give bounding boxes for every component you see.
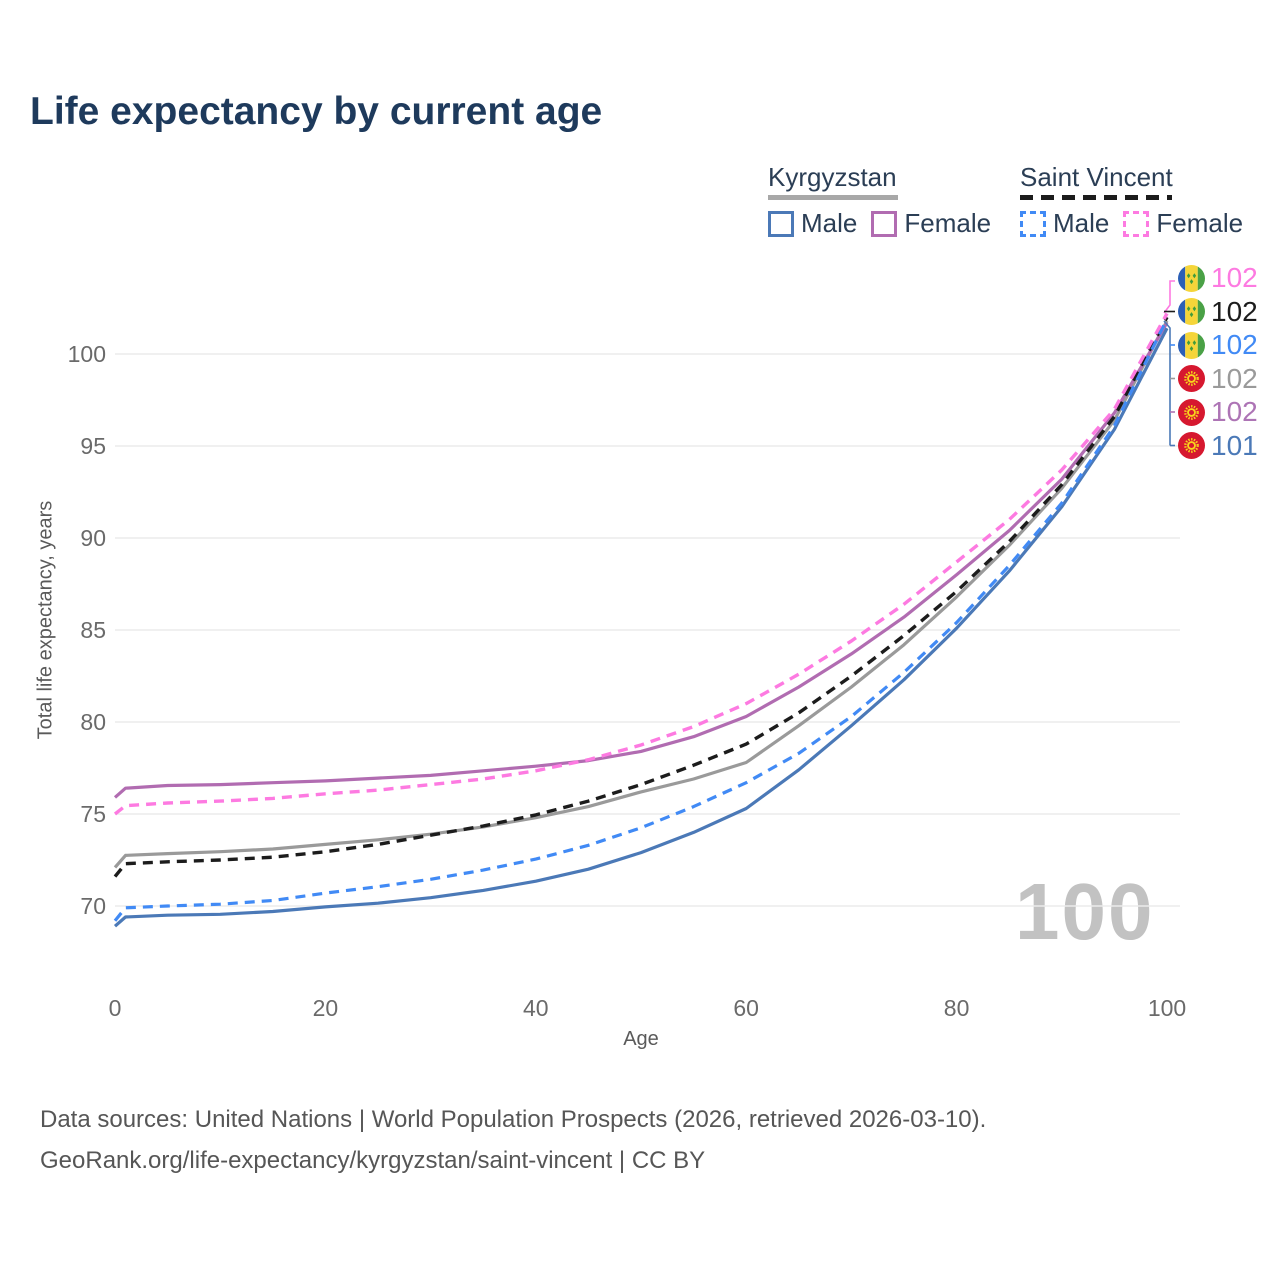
series-saint-vincent-male	[113, 318, 1169, 922]
end-label-row: 102	[1178, 262, 1258, 294]
legend-item-label: Female	[1156, 208, 1244, 238]
legend-item-label: Male	[1053, 208, 1110, 238]
series-saint-vincent-total	[113, 316, 1169, 878]
end-label-value: 102	[1211, 262, 1258, 293]
legend-item-kyrgyzstan-male[interactable]: Male	[768, 208, 857, 239]
y-tick-label: 100	[68, 341, 106, 367]
legend-group-kyrgyzstan: Kyrgyzstan Male Female	[768, 162, 991, 239]
page-title: Life expectancy by current age	[30, 90, 603, 133]
end-label-row: 102	[1178, 363, 1258, 395]
x-tick-label: 100	[1148, 995, 1186, 1021]
series-kyrgyzstan-total	[113, 320, 1169, 869]
series-kyrgyzstan-male	[113, 327, 1169, 928]
legend-underline-solid	[768, 195, 898, 200]
saint-vincent-flag-icon	[1178, 264, 1205, 292]
age-watermark: 100	[1015, 867, 1155, 956]
y-tick-label: 95	[80, 433, 106, 459]
y-tick-label: 70	[80, 893, 106, 919]
legend-group-saint-vincent: Saint Vincent Male Female	[1020, 162, 1243, 239]
x-tick-label: 20	[313, 995, 339, 1021]
y-tick-label: 80	[80, 709, 106, 735]
legend-swatch-dashed-female[interactable]	[1123, 210, 1150, 237]
y-tick-label: 75	[80, 801, 106, 827]
legend-item-label: Female	[904, 208, 992, 238]
end-label-value: 102	[1211, 396, 1258, 427]
legend-item-saint-vincent-male[interactable]: Male	[1020, 208, 1109, 239]
end-label-value: 101	[1211, 429, 1258, 461]
end-label-row: 102	[1178, 296, 1258, 328]
kyrgyzstan-flag-icon	[1178, 365, 1205, 392]
end-label-row: 102	[1178, 329, 1258, 361]
saint-vincent-flag-icon	[1178, 331, 1205, 359]
legend-swatch-dashed-male[interactable]	[1020, 210, 1046, 237]
leader-line-top	[1163, 280, 1175, 314]
end-label-value: 102	[1211, 295, 1258, 327]
y-tick-label: 90	[80, 525, 106, 551]
legend-underline-dashed	[1020, 195, 1172, 200]
leader-line-bottom	[1163, 320, 1171, 446]
x-tick-label: 40	[523, 995, 549, 1021]
legend-item-saint-vincent-female[interactable]: Female	[1123, 208, 1243, 239]
saint-vincent-flag-icon	[1178, 298, 1205, 325]
source-url[interactable]: GeoRank.org/life-expectancy/kyrgyzstan/s…	[40, 1147, 706, 1174]
series-kyrgyzstan-female	[113, 321, 1169, 799]
x-tick-label: 60	[733, 995, 759, 1021]
legend-swatch-solid-female[interactable]	[871, 210, 898, 237]
legend-item-label: Male	[801, 208, 858, 238]
x-axis-label: Age	[623, 1028, 659, 1050]
legend-group-title: Kyrgyzstan	[768, 162, 897, 192]
x-tick-label: 80	[944, 995, 970, 1021]
legend-group-title: Saint Vincent	[1020, 162, 1173, 192]
kyrgyzstan-flag-icon	[1178, 432, 1205, 459]
legend-swatch-solid-male[interactable]	[768, 210, 794, 237]
kyrgyzstan-flag-icon	[1178, 398, 1205, 426]
legend-item-kyrgyzstan-female[interactable]: Female	[871, 208, 991, 239]
end-label-row: 102	[1178, 396, 1258, 428]
y-tick-label: 85	[80, 617, 106, 643]
end-label-value: 102	[1211, 362, 1258, 394]
x-tick-label: 0	[109, 995, 122, 1021]
end-label-value: 102	[1211, 329, 1258, 360]
data-sources-note: Data sources: United Nations | World Pop…	[40, 1106, 987, 1133]
series-saint-vincent-female	[113, 312, 1169, 816]
end-label-row: 101	[1178, 430, 1258, 462]
